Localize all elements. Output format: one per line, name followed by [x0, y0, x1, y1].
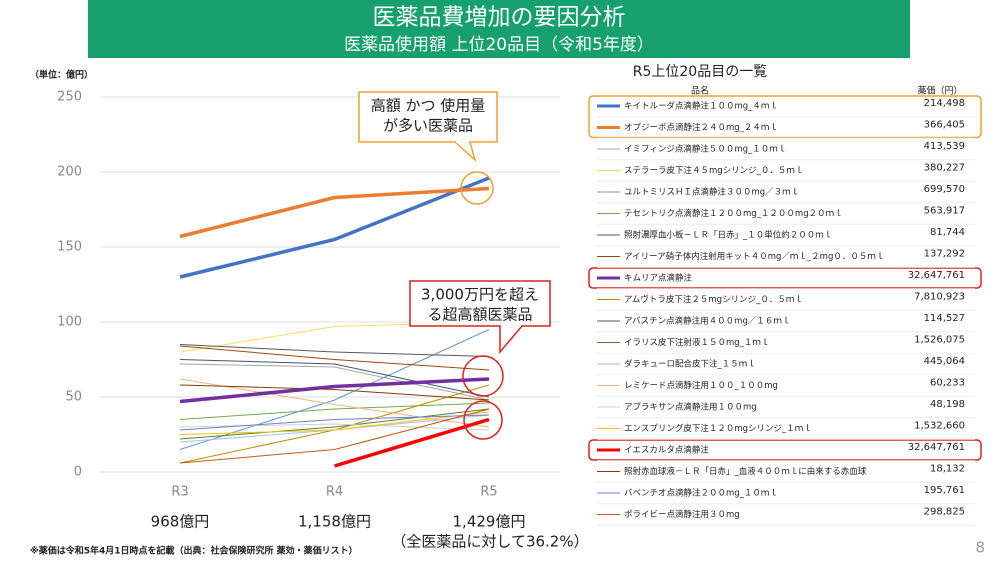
callout-pointer: [499, 325, 523, 355]
series-line: [179, 384, 490, 401]
callout-pointer: [454, 141, 477, 163]
row-highlight: [588, 95, 982, 139]
series-line: [179, 408, 490, 440]
table-title: R5上位20品目の一覧: [633, 63, 767, 80]
x-tick-label: R5: [480, 485, 497, 500]
total-label: 968億円: [151, 513, 210, 531]
y-tick-label: 250: [57, 90, 82, 105]
legend-name: イラリス皮下注射液１５０mg_１ｍｌ: [624, 337, 769, 348]
y-tick-label: 50: [65, 390, 82, 405]
highlight-circle: [463, 400, 503, 440]
row-highlight: [588, 267, 982, 289]
legend-name: アバスチン点滴静注用４００mg／１６ｍｌ: [624, 316, 790, 327]
series-line: [179, 176, 490, 279]
price: 563,917: [924, 206, 965, 217]
price: 298,825: [924, 507, 965, 518]
legend-name: ポライビー点滴静注用３０mg: [624, 509, 740, 520]
legend-name: アブラキサン点滴静注用１００mg: [624, 402, 757, 413]
series-line: [179, 408, 490, 464]
price: 445,064: [924, 356, 965, 367]
series-line: [179, 344, 490, 357]
table-header: 品名: [691, 85, 709, 97]
legend-name: キムリア点滴静注: [624, 273, 693, 284]
y-tick-label: 150: [57, 240, 82, 255]
total-label: 1,158億円: [298, 513, 371, 531]
price: 380,227: [924, 163, 965, 174]
price: 366,405: [924, 120, 965, 131]
price: 413,539: [924, 141, 965, 152]
series-line: [179, 359, 490, 398]
highlight-circle: [462, 355, 504, 397]
callout-box: [358, 91, 498, 143]
table-header: 薬価（円）: [917, 85, 962, 97]
series-line: [179, 378, 490, 428]
price: 18,132: [930, 464, 965, 475]
legend-name: イミフィンジ点滴静注５００mg_１０ｍｌ: [624, 144, 786, 155]
price: 137,292: [924, 249, 965, 260]
total-label: 1,429億円: [453, 513, 526, 531]
series-line: [179, 411, 490, 435]
callout-box: [409, 280, 551, 327]
price: 48,198: [930, 399, 965, 410]
legend-name: イエスカルタ点滴静注: [624, 445, 709, 456]
x-tick-label: R3: [171, 485, 188, 500]
price: 81,744: [930, 227, 965, 238]
legend-name: アムヴトラ皮下注２５mgシリンジ_０．５ｍｌ: [624, 294, 803, 305]
legend-name: ユルトミリスＨＩ点滴静注３００mg／３ｍｌ: [624, 187, 799, 198]
series-line: [179, 345, 490, 371]
price: 7,810,923: [914, 292, 965, 303]
y-tick-label: 200: [57, 165, 82, 180]
legend-name: ステラーラ皮下注４５mgシリンジ_０．５ｍｌ: [624, 165, 803, 176]
row-highlight: [588, 439, 982, 461]
highlight-circle: [460, 171, 494, 205]
series-line: [333, 417, 490, 468]
legend-name: キイトルーダ点滴静注１００mg_４ｍｌ: [624, 101, 778, 112]
price: 214,498: [924, 98, 965, 109]
legend-name: ダラキューロ配合皮下注_１５ｍｌ: [624, 359, 756, 370]
price: 32,647,761: [908, 270, 965, 281]
title: 医薬品費増加の要因分析: [373, 5, 626, 31]
series-line: [179, 186, 490, 239]
price: 32,647,761: [908, 442, 965, 453]
legend-name: アイリーア硝子体内注射用キット４０mg／ｍｌ_２mg０．０５ｍｌ: [624, 251, 884, 262]
series-line: [179, 377, 490, 404]
price: 195,761: [924, 485, 965, 496]
legend-name: レミケード点滴静注用１００_１００mg: [624, 380, 778, 391]
legend-name: 照射赤血球液－ＬＲ「日赤」_血液４００ｍｌに由来する赤血球: [624, 466, 867, 477]
price: 699,570: [924, 184, 965, 195]
subtitle: 医薬品使用額 上位20品目（令和5年度）: [344, 34, 654, 55]
series-line: [179, 402, 490, 420]
x-tick-label: R4: [326, 485, 343, 500]
callout-text: が多い医薬品: [383, 117, 473, 135]
legend-name: バベンチオ点滴静注２００mg_１０ｍｌ: [624, 488, 778, 499]
header-band: [88, 0, 910, 58]
page-number: 8: [975, 539, 985, 557]
legend-name: エンスプリング皮下注１２０mgシリンジ_１ｍｌ: [624, 423, 812, 434]
y-tick-label: 100: [57, 315, 82, 330]
price: 60,233: [930, 378, 965, 389]
price: 1,526,075: [914, 335, 965, 346]
series-line: [179, 363, 490, 401]
legend-name: 照射濃厚血小板－ＬＲ「日赤」_１０単位約２００ｍｌ: [624, 230, 832, 241]
price: 1,532,660: [914, 421, 965, 432]
callout-text: 高額 かつ 使用量: [371, 97, 486, 115]
footnote: ※薬価は令和5年4月1日時点を記載（出典：社会保険研究所 薬効・薬価リスト）: [30, 545, 358, 557]
price: 114,527: [924, 313, 965, 324]
y-tick-label: 0: [74, 465, 82, 480]
series-line: [179, 414, 490, 431]
callout-text: 3,000万円を超え: [421, 286, 539, 304]
unit-label: （単位：億円）: [30, 69, 93, 81]
totals-note: （全医薬品に対して36.2%）: [391, 533, 588, 551]
legend-name: テセントリク点滴静注１２００mg_１２００mg２０ｍｌ: [624, 208, 843, 219]
legend-name: オプジーボ点滴静注２４０mg_２４ｍｌ: [624, 122, 778, 133]
callout-text: る超高額医薬品: [427, 306, 532, 324]
